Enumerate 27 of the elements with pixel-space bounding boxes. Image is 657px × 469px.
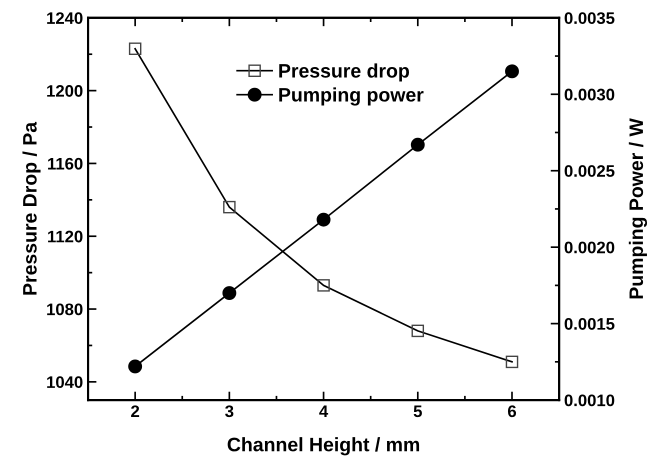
y-tick-label: 1120 — [48, 230, 82, 242]
point — [222, 286, 236, 300]
x-tick-label: 4 — [319, 406, 328, 417]
y-tick-label: 1160 — [48, 158, 82, 170]
legend-label: Pressure drop — [279, 63, 410, 82]
point — [128, 359, 142, 374]
legend-label: Pumping power — [279, 87, 424, 106]
y2-tick-label: 0.0030 — [564, 88, 614, 100]
x-axis-title: Channel Height / mm — [228, 437, 420, 456]
point — [410, 138, 425, 152]
y2-axis-title: Pumping Power / W — [628, 118, 648, 298]
y2-tick-label: 0.0020 — [564, 242, 614, 254]
point — [505, 64, 519, 78]
y-axis-title: Pressure Drop / Pa — [22, 122, 41, 295]
y2-tick-label: 0.0015 — [564, 318, 614, 330]
x-tick-label: 3 — [225, 405, 234, 418]
y-tick-label: 1080 — [47, 303, 82, 316]
x-tick-label: 6 — [508, 405, 516, 418]
x-tick-label: 2 — [131, 405, 140, 417]
point — [316, 212, 331, 227]
y2-tick-label: 0.0035 — [564, 12, 614, 24]
y-tick-label: 1200 — [47, 85, 82, 97]
x-tick-label: 5 — [414, 406, 422, 418]
y2-tick-label: 0.0025 — [564, 165, 614, 177]
y2-tick-label: 0.0010 — [564, 394, 614, 406]
y-tick-label: 1040 — [47, 376, 82, 388]
y-tick-label: 1240 — [47, 12, 82, 24]
